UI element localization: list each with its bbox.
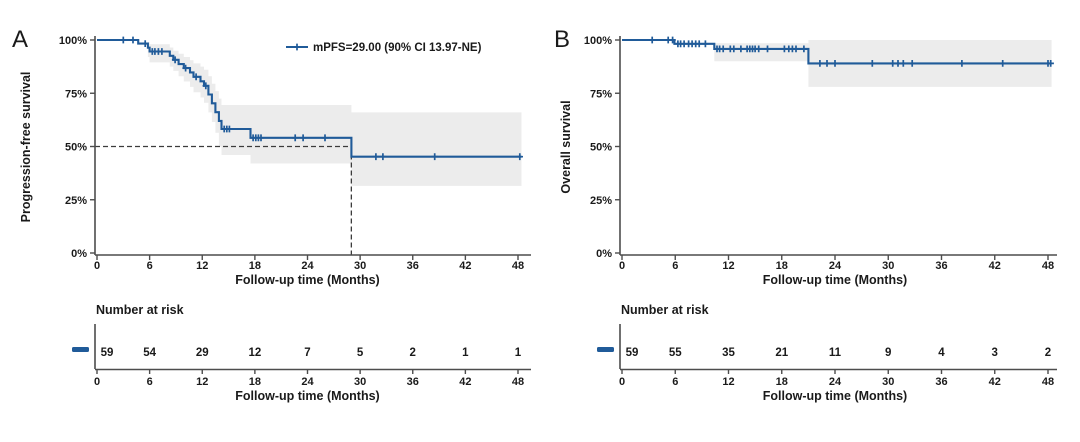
y-tick-label: 0% [596,248,612,260]
x-tick-label: 18 [249,260,261,272]
risk-group-marker [597,347,614,352]
risk-count: 12 [248,347,261,359]
y-tick-label: 0% [71,248,87,260]
x-tick-label: 0 [94,260,100,272]
panel-label: A [12,26,28,53]
risk-count: 21 [775,347,788,359]
risk-count: 1 [515,347,522,359]
risk-count: 3 [992,347,998,359]
panel-label: B [554,26,570,53]
censor-marks [120,36,523,161]
risk-count: 54 [143,347,156,359]
risk-x-tick-label: 6 [672,376,678,388]
risk-x-tick-label: 24 [829,376,842,388]
panel-progression-free-survival: 0% 25% 50% 75% 100% 0 6 12 18 24 30 36 42 48 Follow-up… [12,26,531,403]
risk-count: 29 [196,347,209,359]
x-tick-label: 36 [935,260,947,272]
y-tick-label: 75% [590,88,612,100]
x-axis-title: Follow-up time (Months) [235,273,379,287]
x-tick-label: 24 [301,260,314,272]
km-plot-progression-free-survival: 0%25%50%75%100%0 6 12 18 24 30 36 42 48Follow-up… [12,26,531,403]
risk-x-tick-label: 24 [301,376,314,388]
x-tick-label: 48 [512,260,524,272]
x-tick-label: 24 [829,260,842,272]
y-axis-title: Overall survival [559,100,573,193]
y-tick-label: 50% [590,142,612,154]
confidence-band [147,42,522,186]
x-tick-label: 6 [147,260,153,272]
x-tick-label: 12 [196,260,208,272]
y-tick-label: 100% [584,35,612,47]
risk-x-tick-label: 30 [882,376,894,388]
y-tick-label: 100% [59,35,87,47]
legend-label: mPFS=29.00 (90% CI 13.97-NE) [313,42,482,54]
x-tick-label: 12 [722,260,734,272]
y-tick-label: 75% [65,88,87,100]
risk-count: 55 [669,347,682,359]
risk-x-tick-label: 0 [94,376,100,388]
risk-count: 7 [304,347,310,359]
risk-table-title: Number at risk [96,303,184,317]
risk-x-tick-label: 48 [512,376,524,388]
risk-x-axis-title: Follow-up time (Months) [763,389,907,403]
x-tick-label: 0 [619,260,625,272]
risk-x-tick-label: 30 [354,376,366,388]
risk-count: 2 [1045,347,1051,359]
risk-x-tick-label: 36 [935,376,947,388]
risk-table-title: Number at risk [621,303,709,317]
risk-count: 1 [462,347,469,359]
risk-count: 11 [829,347,842,359]
y-tick-label: 50% [65,142,87,154]
risk-count: 5 [357,347,364,359]
risk-count: 4 [938,347,945,359]
x-tick-label: 42 [989,260,1001,272]
x-axis-title: Follow-up time (Months) [763,273,907,287]
censor-marks [649,36,1054,67]
risk-x-tick-label: 42 [989,376,1001,388]
risk-x-tick-label: 12 [196,376,208,388]
risk-x-tick-label: 6 [147,376,153,388]
risk-x-tick-label: 42 [459,376,471,388]
x-tick-label: 30 [882,260,894,272]
risk-x-axis-title: Follow-up time (Months) [235,389,379,403]
risk-x-tick-label: 36 [407,376,419,388]
risk-x-tick-label: 12 [722,376,734,388]
x-tick-label: 6 [672,260,678,272]
risk-count: 2 [410,347,416,359]
risk-count: 59 [626,347,639,359]
risk-x-tick-label: 18 [776,376,788,388]
risk-count: 59 [101,347,114,359]
x-tick-label: 48 [1042,260,1054,272]
panel-overall-survival: 0% 25% 50% 75% 100% 0 6 12 18 24 30 36 42 48 Follow-up… [540,0,1080,442]
km-plot-overall-survival: 0%25%50%75%100%0 6 12 18 24 30 36 42 48Follow-up… [554,26,1057,403]
risk-group-marker [72,347,89,352]
risk-x-tick-label: 48 [1042,376,1054,388]
legend-censor-icon [293,43,301,51]
risk-x-tick-label: 18 [249,376,261,388]
x-tick-label: 18 [776,260,788,272]
x-tick-label: 42 [459,260,471,272]
y-tick-label: 25% [590,195,612,207]
risk-x-tick-label: 0 [619,376,625,388]
y-tick-label: 25% [65,195,87,207]
risk-count: 35 [722,347,735,359]
risk-count: 9 [885,347,891,359]
x-tick-label: 36 [407,260,419,272]
x-tick-label: 30 [354,260,366,272]
y-axis-title: Progression-free survival [19,72,33,223]
